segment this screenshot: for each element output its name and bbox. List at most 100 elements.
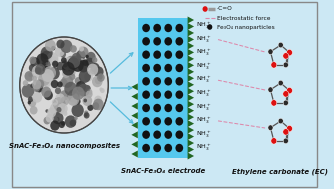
Circle shape: [175, 91, 183, 99]
Circle shape: [55, 88, 61, 94]
Circle shape: [56, 107, 61, 112]
Circle shape: [153, 104, 161, 112]
Polygon shape: [131, 131, 138, 138]
Circle shape: [84, 72, 93, 82]
Circle shape: [29, 57, 36, 64]
Circle shape: [55, 46, 64, 57]
Circle shape: [63, 68, 67, 72]
Polygon shape: [131, 93, 138, 100]
Circle shape: [68, 89, 79, 102]
Circle shape: [175, 144, 183, 152]
Circle shape: [61, 121, 65, 126]
Circle shape: [287, 49, 293, 56]
Circle shape: [175, 104, 183, 112]
Circle shape: [44, 90, 53, 100]
Text: NH$_3^+$: NH$_3^+$: [196, 89, 211, 99]
Circle shape: [164, 64, 172, 72]
Circle shape: [55, 93, 65, 104]
Circle shape: [153, 50, 161, 59]
Circle shape: [45, 109, 49, 113]
Circle shape: [28, 97, 33, 102]
Polygon shape: [188, 153, 194, 160]
Polygon shape: [188, 114, 194, 121]
Circle shape: [35, 82, 43, 91]
Circle shape: [76, 58, 86, 69]
Circle shape: [62, 57, 74, 70]
Polygon shape: [131, 141, 138, 148]
Circle shape: [38, 68, 47, 77]
Circle shape: [60, 40, 72, 53]
Circle shape: [94, 66, 104, 77]
Polygon shape: [131, 112, 138, 119]
Polygon shape: [188, 81, 194, 88]
Circle shape: [69, 69, 75, 76]
Circle shape: [55, 117, 59, 122]
Circle shape: [142, 144, 150, 152]
Circle shape: [87, 89, 93, 95]
Circle shape: [60, 51, 66, 58]
Circle shape: [30, 77, 33, 80]
Circle shape: [78, 84, 90, 97]
Circle shape: [67, 93, 79, 106]
Text: NH$_3^+$: NH$_3^+$: [196, 143, 211, 153]
Circle shape: [43, 117, 51, 124]
Circle shape: [164, 37, 172, 46]
Circle shape: [278, 42, 283, 48]
Circle shape: [142, 104, 150, 112]
Circle shape: [90, 62, 97, 70]
Circle shape: [54, 102, 65, 114]
Circle shape: [71, 58, 83, 71]
Circle shape: [70, 120, 76, 127]
Circle shape: [100, 88, 105, 93]
Circle shape: [87, 64, 98, 76]
Circle shape: [40, 74, 53, 87]
Circle shape: [92, 102, 99, 110]
Circle shape: [207, 24, 212, 30]
Circle shape: [82, 84, 87, 89]
Circle shape: [175, 64, 183, 72]
Circle shape: [79, 46, 84, 52]
Circle shape: [69, 120, 74, 126]
Circle shape: [86, 55, 89, 58]
Circle shape: [57, 81, 63, 88]
Circle shape: [30, 84, 34, 88]
Circle shape: [32, 65, 39, 73]
Circle shape: [46, 114, 54, 123]
Circle shape: [33, 85, 40, 92]
Circle shape: [164, 144, 172, 152]
Circle shape: [42, 69, 54, 82]
Circle shape: [142, 64, 150, 72]
Circle shape: [78, 60, 89, 72]
Circle shape: [36, 53, 48, 67]
Circle shape: [86, 91, 93, 98]
Circle shape: [28, 73, 32, 77]
Circle shape: [50, 57, 58, 66]
Circle shape: [202, 6, 208, 12]
Circle shape: [20, 37, 108, 133]
Polygon shape: [188, 94, 194, 101]
Circle shape: [73, 59, 85, 71]
Circle shape: [53, 97, 65, 111]
Circle shape: [71, 64, 77, 70]
Circle shape: [283, 53, 289, 59]
Polygon shape: [188, 68, 194, 75]
Circle shape: [65, 56, 77, 69]
Circle shape: [60, 96, 69, 106]
Circle shape: [41, 46, 53, 60]
Circle shape: [45, 62, 48, 65]
Circle shape: [91, 63, 100, 73]
Circle shape: [142, 77, 150, 86]
Circle shape: [142, 37, 150, 46]
Circle shape: [74, 98, 80, 105]
Circle shape: [92, 76, 103, 87]
Circle shape: [82, 59, 88, 66]
Circle shape: [67, 62, 77, 72]
Polygon shape: [188, 88, 194, 95]
FancyBboxPatch shape: [138, 18, 188, 158]
Circle shape: [35, 67, 42, 74]
Circle shape: [78, 47, 89, 57]
Circle shape: [92, 57, 98, 63]
Circle shape: [84, 98, 87, 102]
Polygon shape: [188, 146, 194, 153]
Circle shape: [28, 98, 36, 107]
